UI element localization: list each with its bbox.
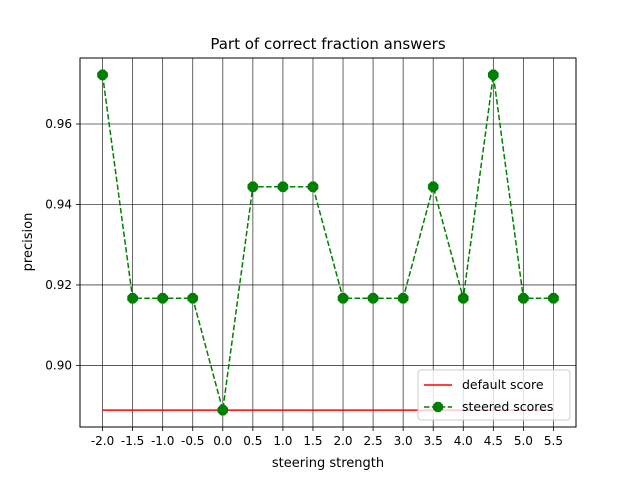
data-point-steered-scores	[457, 292, 469, 304]
y-tick-label: 0.96	[45, 117, 72, 131]
x-tick-label: 2.5	[364, 434, 383, 448]
data-point-steered-scores	[397, 292, 409, 304]
data-point-steered-scores	[337, 292, 349, 304]
data-point-steered-scores	[247, 181, 259, 193]
x-tick-label: 4.0	[454, 434, 473, 448]
x-tick-label: 1.0	[273, 434, 292, 448]
x-axis-ticks: -2.0 -1.5 -1.0 -0.5 0.0 0.5 1.0 1.5 2.0 2.5 3.0 3.5…	[91, 427, 563, 448]
x-tick-label: 3.5	[424, 434, 443, 448]
series-layer	[97, 69, 559, 416]
data-point-steered-scores	[427, 181, 439, 193]
x-tick-label: 1.5	[303, 434, 322, 448]
x-tick-label: 2.0	[333, 434, 352, 448]
data-point-steered-scores	[127, 292, 138, 304]
y-axis-ticks: 0.90 0.92 0.94 0.96	[45, 117, 80, 372]
data-point-steered-scores	[548, 292, 559, 304]
x-tick-label: 0.5	[243, 434, 262, 448]
x-tick-label: -1.0	[151, 434, 174, 448]
y-tick-label: 0.90	[45, 358, 72, 372]
x-tick-label: -1.5	[121, 434, 144, 448]
x-tick-label: 3.0	[394, 434, 413, 448]
data-point-steered-scores	[277, 181, 289, 193]
x-tick-label: 4.5	[484, 434, 503, 448]
y-tick-label: 0.92	[45, 278, 72, 292]
y-axis-label: precision	[21, 213, 36, 272]
x-tick-label: 5.5	[544, 434, 563, 448]
legend-label-steered-scores: steered scores	[462, 399, 553, 414]
y-tick-label: 0.94	[45, 197, 72, 211]
legend-label-default-score: default score	[462, 377, 544, 392]
data-point-steered-scores	[97, 69, 108, 81]
x-tick-label: -2.0	[91, 434, 114, 448]
series-line-steered-scores	[101, 74, 554, 411]
data-point-steered-scores	[217, 404, 229, 416]
legend-box	[417, 369, 571, 421]
data-point-steered-scores	[488, 69, 499, 81]
data-point-steered-scores	[307, 181, 319, 193]
x-tick-label: 5.0	[514, 434, 533, 448]
data-point-steered-scores	[518, 292, 529, 304]
plot-frame	[79, 57, 577, 428]
data-point-steered-scores	[187, 292, 199, 304]
data-point-steered-scores	[157, 292, 168, 304]
x-axis-label: steering strength	[272, 456, 384, 471]
chart-title: Part of correct fraction answers	[210, 35, 445, 53]
data-point-steered-scores	[367, 292, 379, 304]
grid	[80, 58, 576, 427]
legend: default score steered scores	[417, 369, 571, 421]
legend-marker-steered-scores	[432, 401, 444, 413]
x-tick-label: 0.0	[213, 434, 232, 448]
x-tick-label: -0.5	[181, 434, 204, 448]
